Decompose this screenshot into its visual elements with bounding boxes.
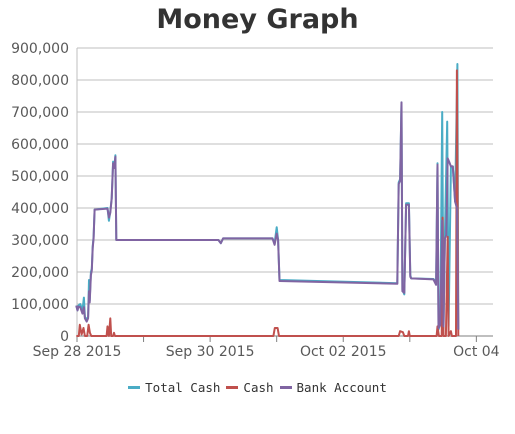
y-tick-label: 300,000	[11, 233, 69, 249]
y-tick-label: 700,000	[11, 105, 69, 121]
legend-label: Bank Account	[296, 380, 387, 395]
y-tick-label: 0	[60, 329, 69, 345]
x-axis: Sep 28 2015 Sep 30 2015 Oct 02 2015 Oct 04	[33, 48, 500, 360]
x-tick-label: Oct 04	[453, 344, 500, 360]
gridlines	[77, 47, 493, 337]
legend-swatch	[128, 386, 141, 389]
x-tick-label: Oct 02 2015	[300, 344, 387, 360]
series-lines	[75, 63, 460, 337]
y-axis-ticks: 0 100,000 200,000 300,000 400,000 500,000 600,…	[11, 41, 69, 345]
y-tick-label: 900,000	[11, 41, 69, 57]
y-tick-label: 800,000	[11, 73, 69, 89]
legend-item: Bank Account	[279, 380, 387, 395]
y-tick-label: 400,000	[11, 201, 69, 217]
y-tick-label: 600,000	[11, 137, 69, 153]
x-tick-label: Sep 30 2015	[166, 344, 255, 360]
legend-item: Total Cash	[128, 380, 220, 395]
x-tick-label: Sep 28 2015	[33, 344, 122, 360]
legend-label: Total Cash	[145, 380, 221, 395]
legend-swatch	[279, 386, 292, 389]
y-tick-label: 100,000	[11, 297, 69, 313]
series-line-cash	[76, 69, 460, 337]
series-line-bank-account	[75, 101, 460, 330]
chart-title: Money Graph	[156, 4, 359, 35]
y-tick-label: 200,000	[11, 265, 69, 281]
legend-swatch	[226, 386, 239, 389]
legend: Total Cash Cash Bank Account	[0, 380, 515, 395]
y-tick-label: 500,000	[11, 169, 69, 185]
legend-label: Cash	[243, 380, 274, 395]
legend-item: Cash	[226, 380, 274, 395]
